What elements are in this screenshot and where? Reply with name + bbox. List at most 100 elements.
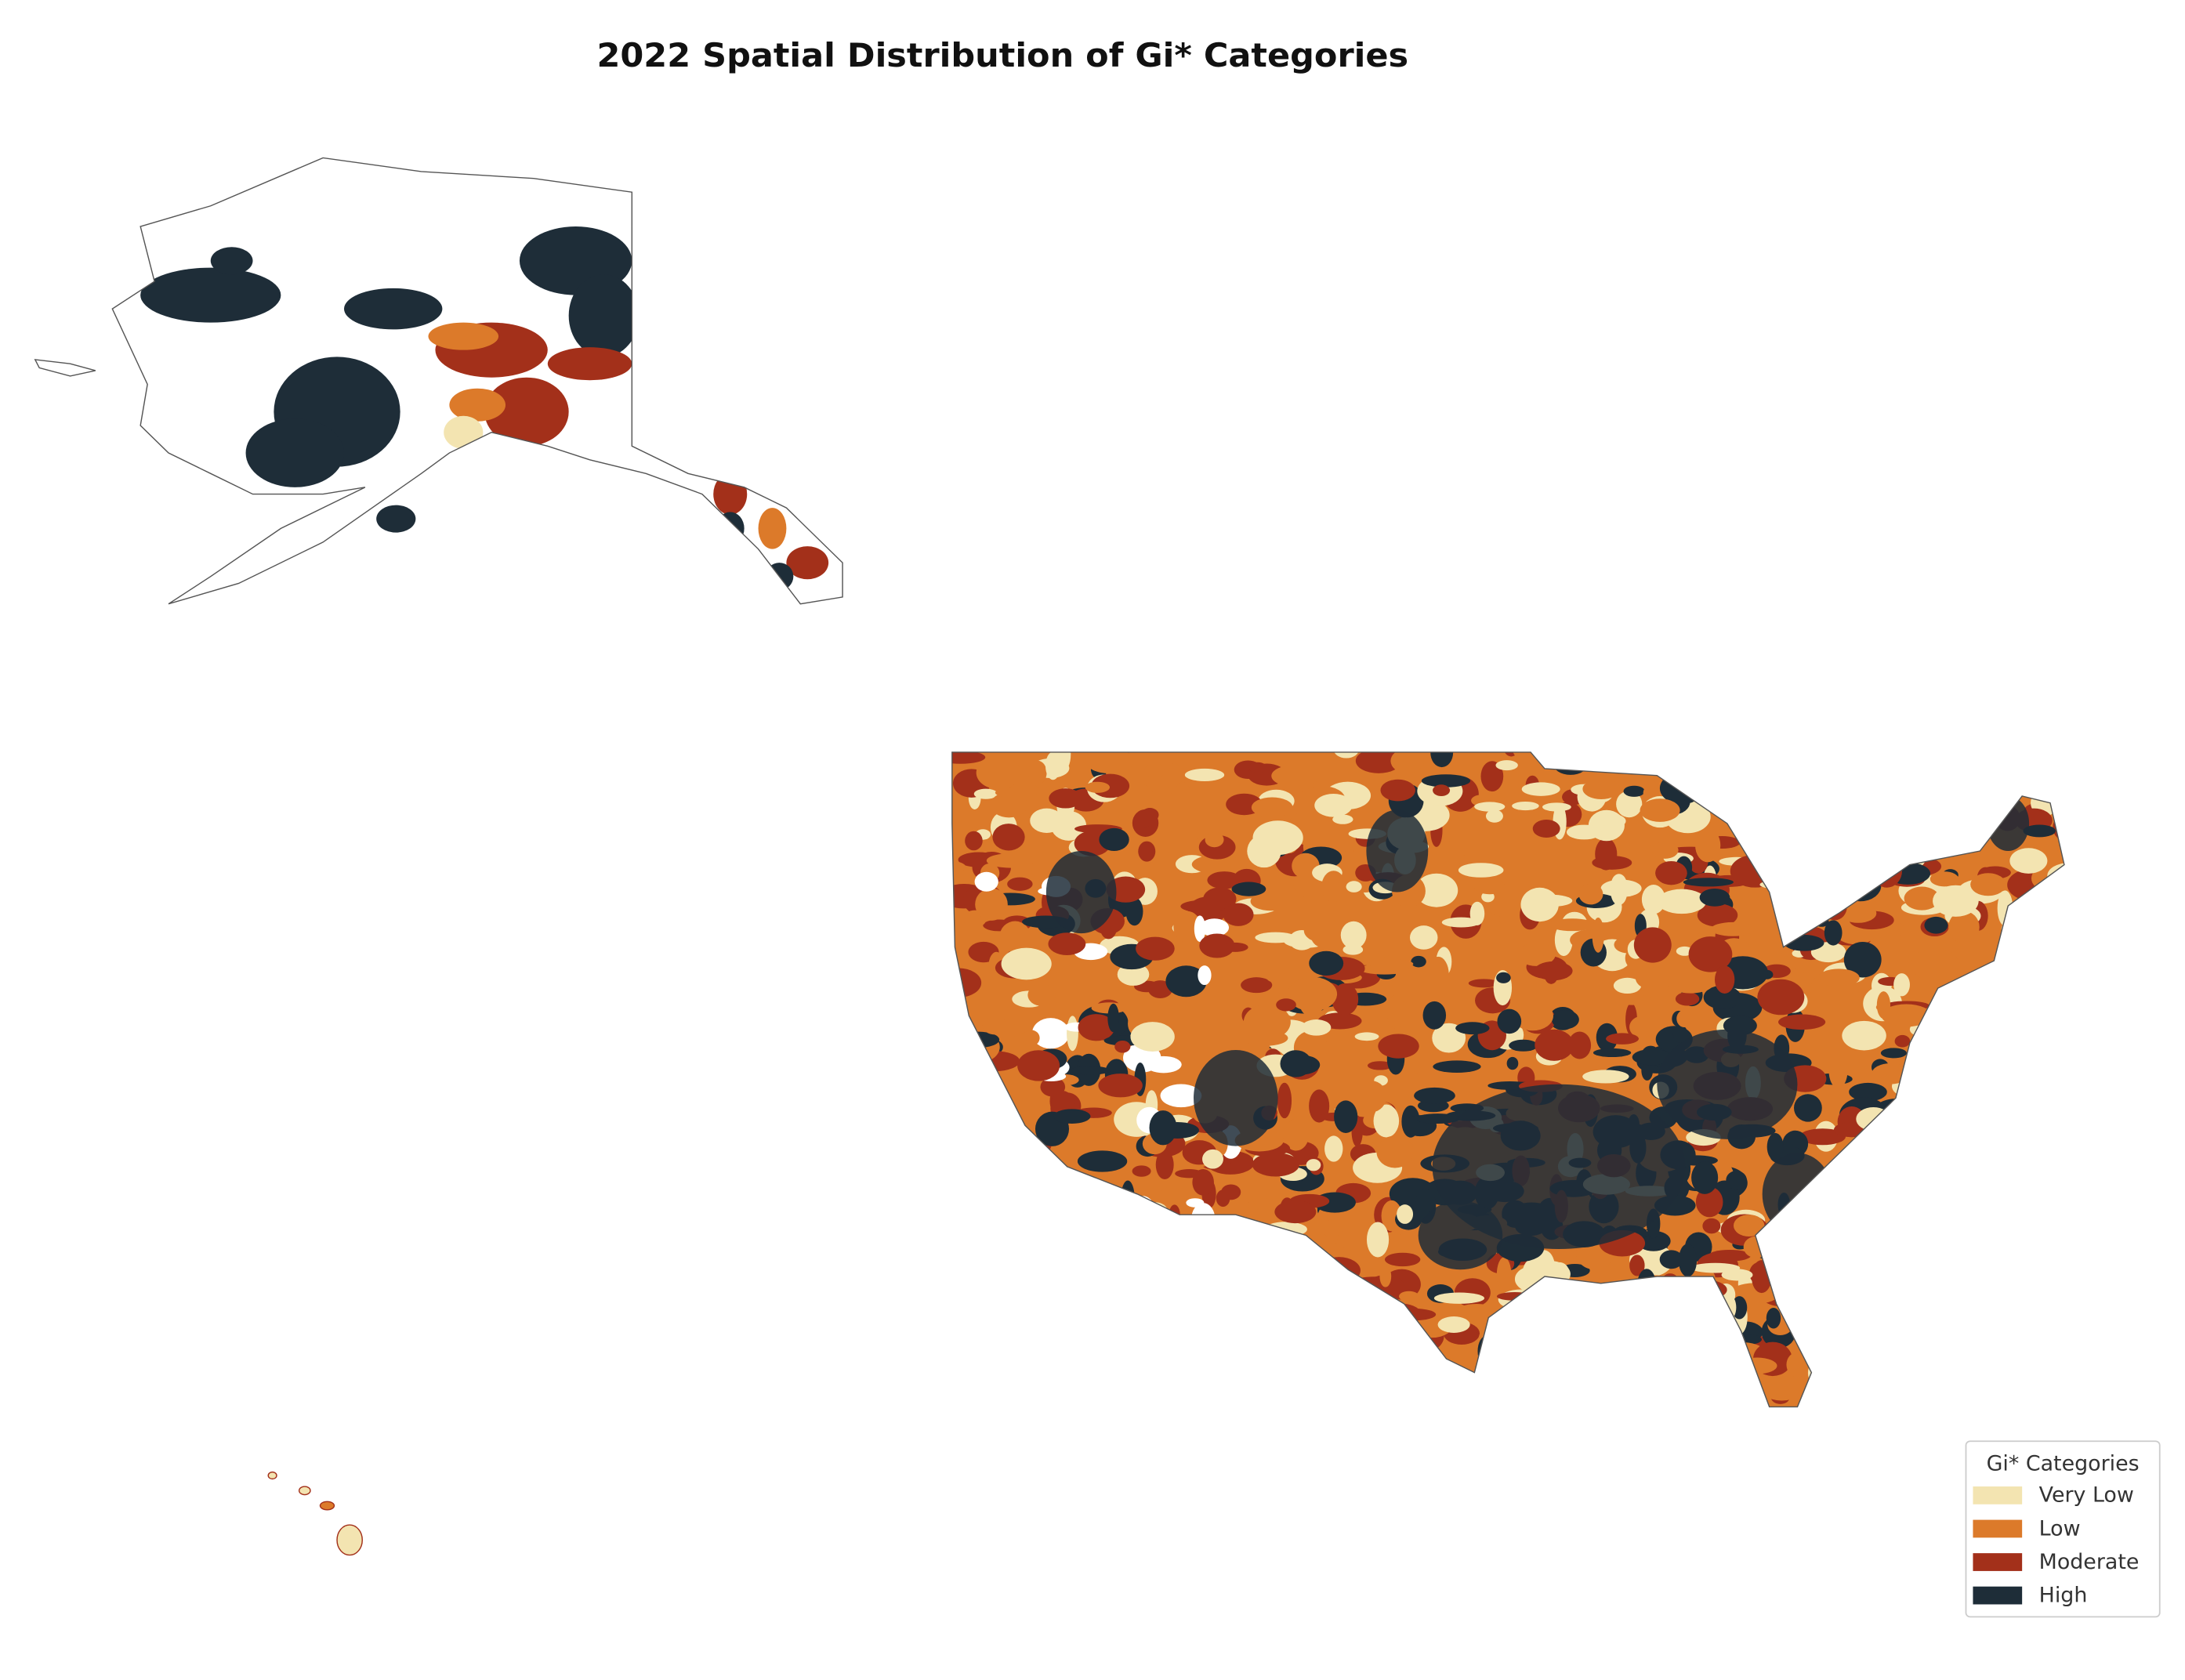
region [1280,1050,1312,1077]
region [1483,1367,1528,1381]
region [1997,890,2013,926]
region [1986,953,2035,966]
region [1891,1342,1916,1363]
region [2020,1106,2045,1134]
region [1207,1376,1239,1400]
region [1661,1367,1674,1392]
region [1364,938,1394,958]
region [1683,878,1734,887]
region [1323,1412,1356,1424]
region [1487,918,1503,950]
region [1695,828,1721,863]
region [1085,1396,1123,1407]
region [1623,785,1645,797]
region [2010,1339,2055,1352]
region [1942,1070,1963,1096]
region [1755,1410,1785,1426]
region [1633,1339,1653,1365]
region [1962,1238,2006,1249]
region [1950,794,1999,821]
region [1999,1165,2023,1183]
region [983,1128,1020,1158]
region [1495,760,1518,771]
region [1324,1322,1367,1346]
region [1496,972,1511,983]
region [1280,1388,1330,1407]
region [484,377,569,447]
region [1554,923,1573,957]
region [1165,1251,1181,1284]
region [1857,764,1891,791]
legend-label: Very Low [2039,1483,2134,1508]
region [2017,1349,2049,1374]
region [1474,1415,1502,1432]
region [1363,1397,1378,1407]
region [1277,1401,1314,1407]
region [1109,1243,1143,1254]
region [2024,1055,2064,1069]
region [1357,1081,1386,1113]
region [1217,1341,1254,1355]
region [1633,927,1672,963]
region [1808,1208,1836,1238]
region [1506,1056,1519,1070]
legend-label: High [2039,1584,2088,1608]
legend-swatch [1973,1553,2023,1571]
region [1766,1132,1784,1161]
region [1550,1294,1577,1318]
region [1706,1403,1723,1407]
region [1714,965,1735,994]
region [1321,1277,1359,1294]
region [969,1293,994,1325]
region [1923,1334,1942,1352]
region [1096,1251,1145,1280]
region [1952,1195,1983,1218]
region [1917,1143,1938,1157]
region [1104,1310,1148,1332]
region [1901,1291,1931,1308]
region [1136,1297,1154,1306]
region [1829,1060,1845,1082]
alaska-regions [140,226,829,591]
region [965,1191,995,1203]
region [1156,1282,1190,1316]
region [1082,1399,1113,1407]
region [1699,889,1730,907]
region [1131,1237,1182,1254]
region [1879,789,1915,810]
region [1276,998,1296,1012]
island-outline [34,359,96,377]
region [1898,1254,1942,1267]
legend-label: Moderate [2039,1550,2140,1574]
region [1657,1029,1798,1139]
region [986,853,1036,868]
region [1077,1150,1128,1172]
region [1867,786,1880,815]
region [1676,1009,1693,1028]
region [1872,1063,1910,1084]
region [1368,958,1414,969]
region [1356,1320,1386,1345]
region [1922,1173,1948,1193]
region [1561,1280,1600,1310]
region [1783,1294,1817,1323]
region [2045,1208,2064,1240]
region [1437,1400,1467,1407]
region [1798,1205,1848,1228]
region [376,505,416,533]
region [1373,1406,1417,1407]
region [1835,1218,1885,1229]
region [1355,751,1402,773]
region [969,1236,981,1267]
region [1232,1400,1266,1407]
region [1929,784,1964,795]
region [1794,1267,1843,1284]
region [934,949,951,960]
region [1287,976,1338,1012]
region [713,473,748,515]
region [1946,1267,1973,1282]
region [1872,853,1903,888]
region [1657,1346,1670,1372]
region [267,1471,277,1480]
region [1658,1351,1689,1369]
